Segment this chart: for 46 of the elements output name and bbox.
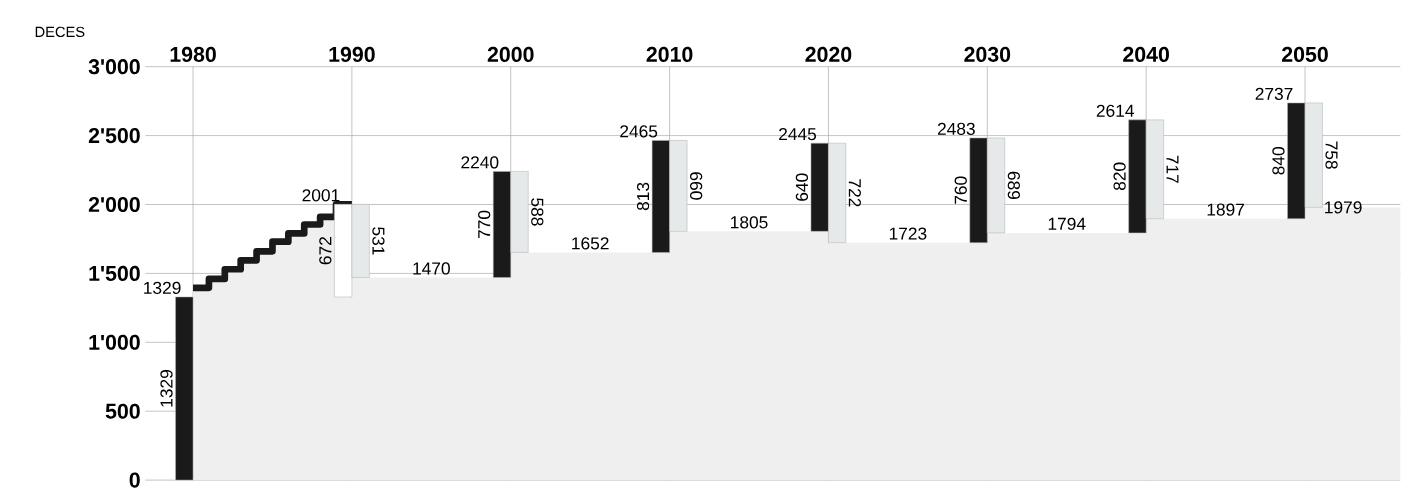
- data-label: 758: [1325, 141, 1338, 169]
- annotation: 1979: [1325, 201, 1362, 214]
- data-label: 760: [954, 176, 967, 204]
- annotation: 1794: [1048, 217, 1086, 230]
- annotation: 2465: [620, 124, 658, 138]
- x-tick-label: 1980: [170, 46, 216, 62]
- y-tick-label: 2'500: [88, 127, 140, 143]
- annotation: 1470: [413, 262, 450, 275]
- y-tick-label: 1'500: [89, 265, 140, 281]
- y-tick-label: 2'000: [88, 196, 140, 212]
- x-tick-label: 1990: [329, 46, 375, 62]
- data-label: 672: [319, 236, 332, 265]
- annotation: 1329: [144, 281, 181, 294]
- annotation: 2483: [937, 122, 975, 135]
- data-label: 588: [531, 197, 544, 226]
- data-label: 531: [372, 226, 385, 255]
- annotation: 1652: [572, 237, 609, 250]
- x-tick-label: 2040: [1123, 46, 1169, 62]
- data-label: 717: [1166, 155, 1179, 183]
- data-label: 813: [636, 182, 650, 210]
- data-label: 840: [1272, 146, 1285, 175]
- data-label: 640: [795, 173, 809, 201]
- data-label: 1329: [160, 369, 173, 407]
- y-tick-label: 500: [105, 403, 140, 419]
- x-tick-label: 2020: [805, 46, 852, 62]
- y-tick-label: 1'000: [89, 334, 140, 350]
- data-label: 660: [690, 172, 703, 200]
- y-tick-label: 3'000: [88, 58, 140, 75]
- x-tick-label: 2050: [1282, 46, 1328, 62]
- x-tick-label: 2030: [964, 46, 1011, 62]
- y-tick-label: 0: [129, 472, 140, 488]
- annotation: 2614: [1096, 104, 1134, 117]
- data-label: 689: [1007, 171, 1020, 199]
- annotation: 2001: [302, 188, 340, 202]
- annotation: 1723: [889, 227, 927, 240]
- annotation: 2445: [779, 127, 817, 141]
- annotation: 1897: [1207, 203, 1244, 216]
- annotation: 2240: [461, 155, 499, 169]
- data-label: 770: [478, 210, 491, 238]
- x-tick-label: 2010: [646, 46, 693, 62]
- data-label: 722: [848, 179, 861, 207]
- y-axis-title: DECES: [35, 26, 85, 37]
- annotation: 1805: [731, 215, 768, 229]
- annotation: 2737: [1255, 87, 1293, 100]
- data-label: 820: [1113, 162, 1126, 190]
- x-tick-label: 2000: [487, 46, 534, 62]
